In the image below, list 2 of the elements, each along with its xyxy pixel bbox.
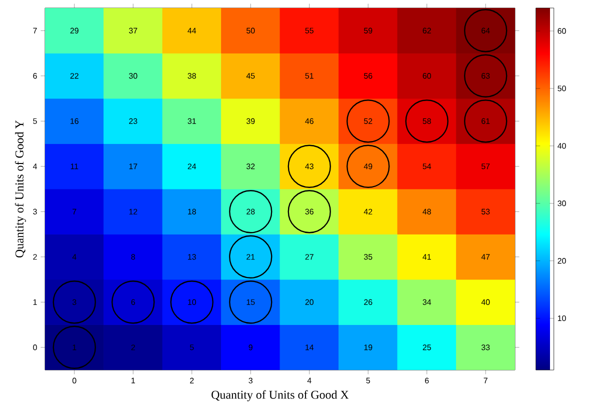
y-axis-title: Quantity of Units of Good Y: [14, 120, 26, 258]
x-axis-title: Quantity of Units of Good X: [212, 390, 349, 402]
